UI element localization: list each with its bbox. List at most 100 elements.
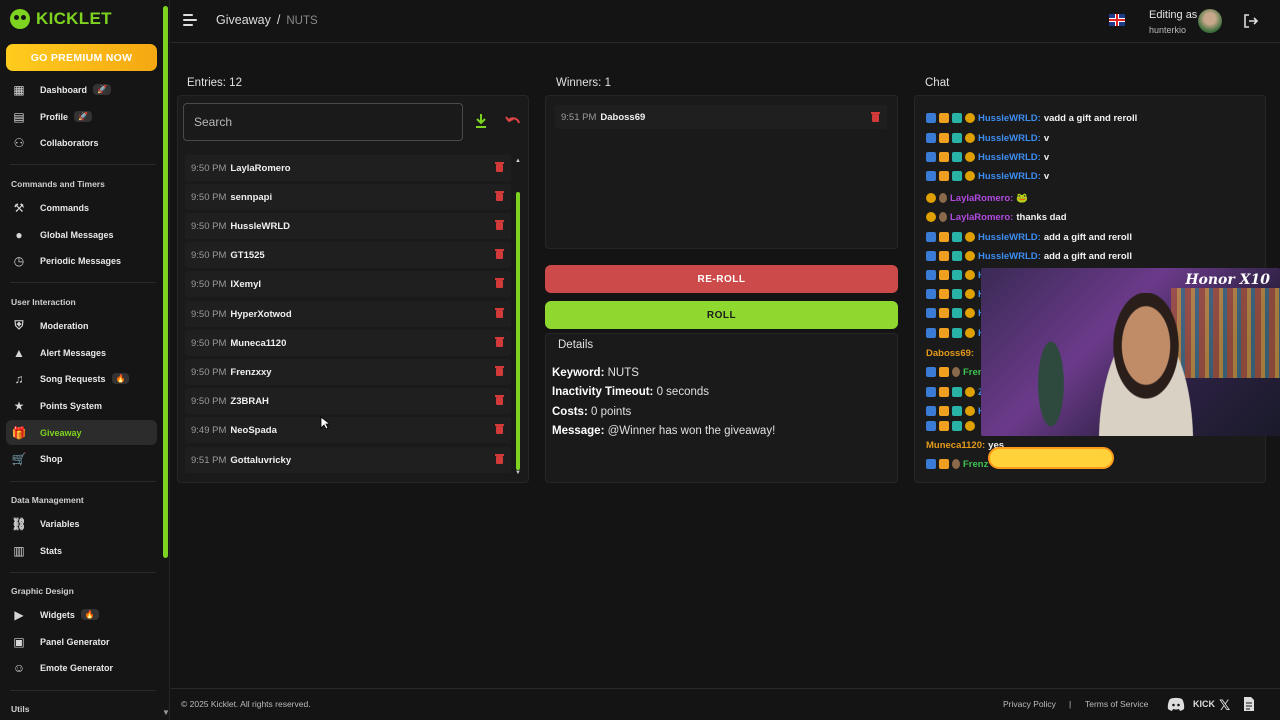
chat-badge-icon bbox=[965, 171, 975, 181]
collaborators-icon: ⚇ bbox=[13, 135, 25, 150]
scroll-down-arrow-icon[interactable]: ▼ bbox=[162, 708, 170, 717]
trash-icon[interactable] bbox=[495, 337, 504, 347]
breadcrumb-parent[interactable]: Giveaway bbox=[216, 13, 271, 27]
sidebar-item-periodic-messages[interactable]: ◷ Periodic Messages bbox=[6, 248, 157, 273]
trash-icon[interactable] bbox=[495, 278, 504, 288]
sidebar-item-alert-messages[interactable]: ▲ Alert Messages bbox=[6, 340, 157, 365]
chat-username[interactable]: HussleWRLD: bbox=[978, 151, 1041, 163]
trash-icon[interactable] bbox=[495, 249, 504, 259]
sidebar-item-profile[interactable]: ▤ Profile 🚀 bbox=[6, 104, 157, 129]
download-icon[interactable] bbox=[474, 112, 488, 130]
star-icon: ★ bbox=[13, 398, 25, 413]
trash-icon[interactable] bbox=[495, 220, 504, 230]
terms-link[interactable]: Terms of Service bbox=[1085, 699, 1149, 709]
kick-icon[interactable]: KICK bbox=[1193, 699, 1215, 709]
sidebar-item-emote-generator[interactable]: ☺ Emote Generator bbox=[6, 655, 157, 680]
entry-time: 9:50 PM bbox=[191, 395, 227, 407]
reroll-button[interactable]: RE-ROLL bbox=[545, 265, 898, 293]
chat-username[interactable]: Frenz bbox=[963, 458, 989, 470]
chat-username[interactable]: Muneca1120: bbox=[926, 439, 986, 451]
section-title-data-management: Data Management bbox=[11, 495, 84, 505]
undo-icon[interactable] bbox=[505, 114, 521, 128]
chat-line: H bbox=[926, 286, 988, 302]
logout-icon[interactable] bbox=[1243, 13, 1259, 29]
chat-badge-icon bbox=[926, 328, 936, 338]
sidebar-item-commands[interactable]: ⚒ Commands bbox=[6, 195, 157, 220]
chat-badge-icon bbox=[965, 270, 975, 280]
chat-badge-icon bbox=[965, 421, 975, 431]
chat-username[interactable]: HussleWRLD: bbox=[978, 132, 1041, 144]
sidebar-item-global-messages[interactable]: ● Global Messages bbox=[6, 222, 157, 247]
sidebar-item-label: Widgets bbox=[40, 609, 75, 620]
chat-username[interactable]: Daboss69: bbox=[926, 347, 975, 359]
trash-icon[interactable] bbox=[871, 112, 880, 122]
search-input[interactable] bbox=[183, 103, 463, 141]
sidebar-item-widgets[interactable]: ▶ Widgets 🔥 bbox=[6, 602, 157, 627]
footer: © 2025 Kicklet. All rights reserved. Pri… bbox=[171, 688, 1280, 720]
chat-username[interactable]: HussleWRLD: bbox=[978, 250, 1041, 262]
chat-line: H bbox=[926, 403, 988, 419]
kicklet-logo[interactable]: KICKLET bbox=[10, 8, 112, 30]
sidebar-item-song-requests[interactable]: ♫ Song Requests 🔥 bbox=[6, 366, 157, 391]
chat-badge-icon bbox=[965, 289, 975, 299]
chat-line: H bbox=[926, 305, 988, 321]
sidebar-item-shop[interactable]: 🛒 Shop bbox=[6, 446, 157, 471]
sidebar-item-moderation[interactable]: ⛨ Moderation bbox=[6, 313, 157, 338]
chat-username[interactable]: HussleWRLD: bbox=[978, 112, 1041, 124]
menu-toggle-icon[interactable] bbox=[183, 14, 197, 26]
chat-username[interactable]: HussleWRLD: bbox=[978, 170, 1041, 182]
hammer-icon: ⚒ bbox=[13, 200, 25, 215]
trash-icon[interactable] bbox=[495, 162, 504, 172]
sidebar-item-label: Moderation bbox=[40, 320, 89, 331]
copyright: © 2025 Kicklet. All rights reserved. bbox=[181, 699, 311, 709]
privacy-link[interactable]: Privacy Policy bbox=[1003, 699, 1056, 709]
x-twitter-icon[interactable]: 𝕏 bbox=[1219, 697, 1231, 713]
chat-line: HussleWRLD: v bbox=[926, 149, 1049, 165]
trash-icon[interactable] bbox=[495, 395, 504, 405]
go-premium-button[interactable]: GO PREMIUM NOW bbox=[6, 44, 157, 71]
section-title-commands: Commands and Timers bbox=[11, 179, 105, 189]
trash-icon[interactable] bbox=[495, 454, 504, 464]
scroll-down-arrow-icon[interactable]: ▼ bbox=[515, 470, 521, 476]
brand-name: KICKLET bbox=[36, 9, 112, 28]
rocket-badge: 🚀 bbox=[93, 84, 111, 95]
overlay-logo: Honor X10 bbox=[1185, 272, 1270, 288]
sidebar-item-variables[interactable]: ⛓ Variables bbox=[6, 511, 157, 536]
trash-icon[interactable] bbox=[495, 424, 504, 434]
uk-flag-icon[interactable] bbox=[1109, 14, 1125, 26]
sidebar-item-dashboard[interactable]: ▦ Dashboard 🚀 bbox=[6, 77, 157, 102]
trash-icon[interactable] bbox=[495, 366, 504, 376]
sidebar-item-giveaway[interactable]: 🎁 Giveaway bbox=[6, 420, 157, 445]
avatar[interactable] bbox=[1198, 9, 1222, 33]
chat-username[interactable]: Fren bbox=[963, 366, 984, 378]
chat-badge-icon bbox=[952, 421, 962, 431]
entry-time: 9:50 PM bbox=[191, 337, 227, 349]
sidebar-scrollbar[interactable] bbox=[163, 6, 168, 558]
trash-icon[interactable] bbox=[495, 308, 504, 318]
section-title-graphic-design: Graphic Design bbox=[11, 586, 74, 596]
roll-button[interactable]: ROLL bbox=[545, 301, 898, 329]
sidebar-item-collaborators[interactable]: ⚇ Collaborators bbox=[6, 130, 157, 155]
sidebar-item-points-system[interactable]: ★ Points System bbox=[6, 393, 157, 418]
document-icon[interactable] bbox=[1243, 696, 1255, 712]
sidebar-item-stats[interactable]: ▥ Stats bbox=[6, 538, 157, 563]
chat-username[interactable]: LaylaRomero: bbox=[950, 192, 1014, 204]
link-icon: ⛓ bbox=[11, 516, 27, 531]
chat-badge-icon bbox=[939, 289, 949, 299]
chat-username[interactable]: HussleWRLD: bbox=[978, 231, 1041, 243]
entry-time: 9:50 PM bbox=[191, 308, 227, 320]
entry-name: HyperXotwod bbox=[230, 308, 292, 320]
chat-username[interactable]: LaylaRomero: bbox=[950, 211, 1014, 223]
sidebar-item-panel-generator[interactable]: ▣ Panel Generator bbox=[6, 629, 157, 654]
winner-row: 9:51 PM Daboss69 bbox=[555, 105, 887, 129]
entry-row: 9:50 PM Z3BRAH bbox=[185, 388, 511, 414]
trash-icon[interactable] bbox=[495, 191, 504, 201]
chat-badge-icon bbox=[952, 328, 962, 338]
entries-scrollbar[interactable] bbox=[516, 192, 520, 470]
scroll-up-arrow-icon[interactable]: ▲ bbox=[515, 158, 521, 164]
camera-icon: ▶ bbox=[14, 607, 24, 622]
entry-time: 9:49 PM bbox=[191, 424, 227, 436]
breadcrumb-current: NUTS bbox=[286, 15, 318, 27]
chat-badge-icon bbox=[939, 232, 949, 242]
discord-icon[interactable] bbox=[1167, 696, 1185, 712]
